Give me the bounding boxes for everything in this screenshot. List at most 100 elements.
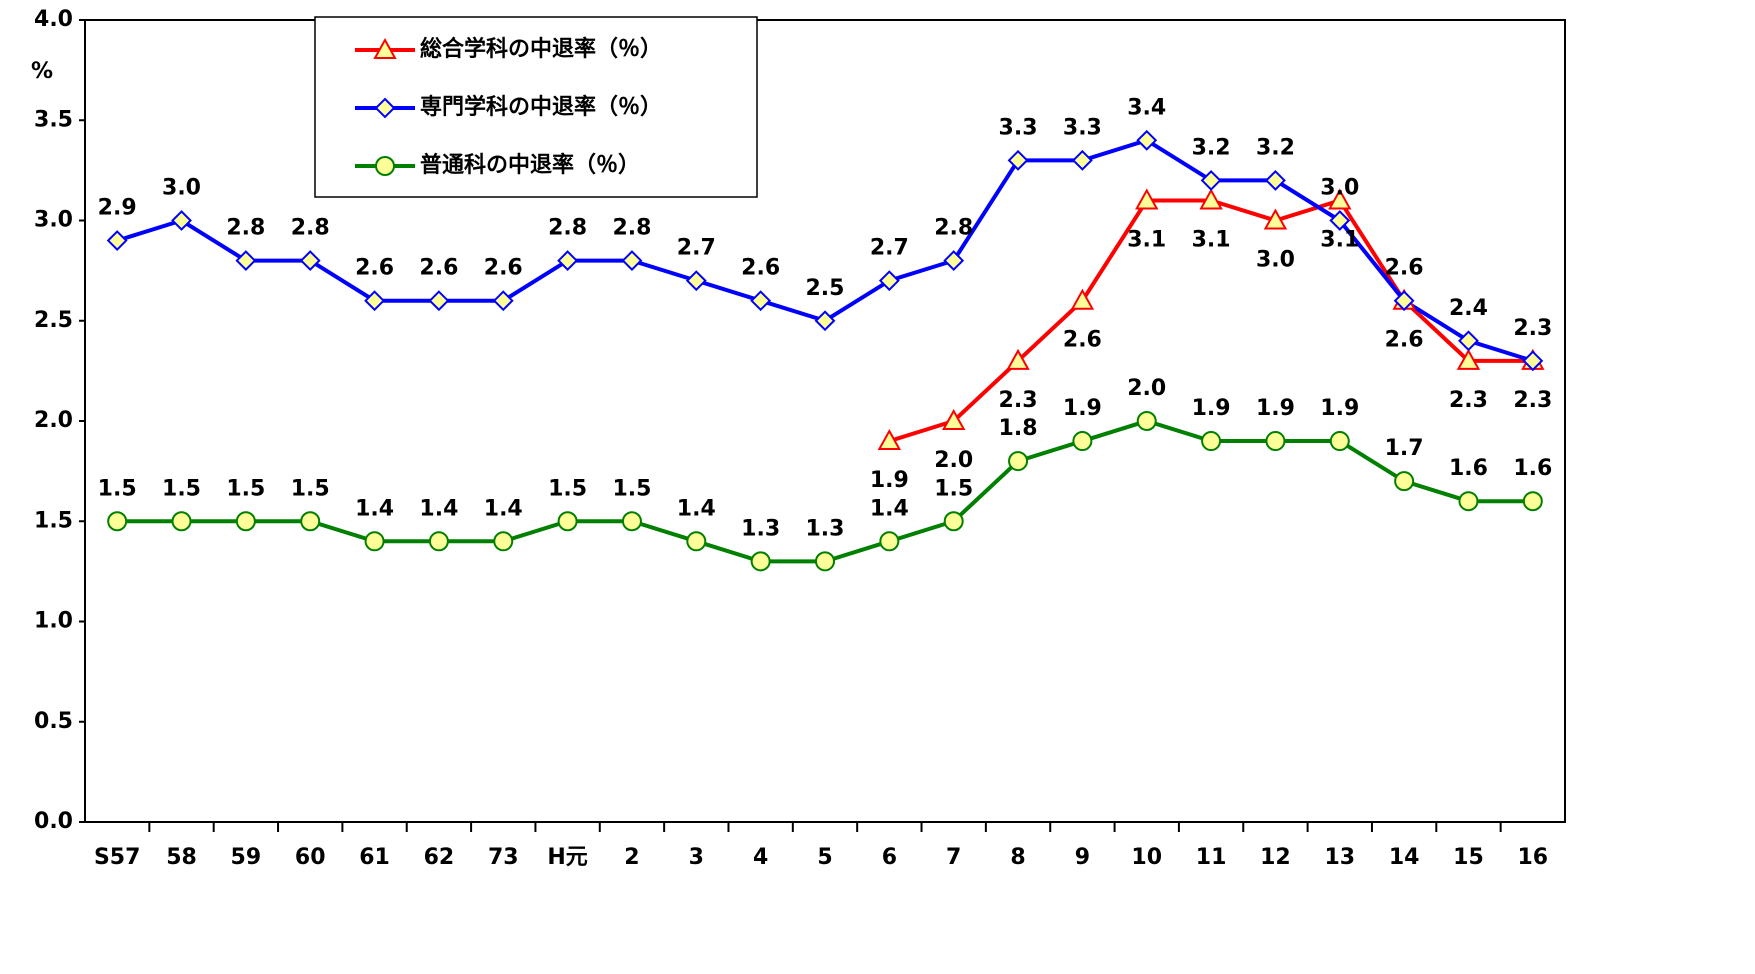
- marker: [1329, 431, 1350, 452]
- marker: [1456, 348, 1481, 370]
- y-tick-label: 1.0: [34, 609, 73, 634]
- data-label: 2.8: [226, 216, 265, 241]
- data-label: 2.3: [999, 388, 1038, 413]
- marker: [300, 511, 321, 532]
- data-label: 2.8: [291, 216, 330, 241]
- marker: [374, 97, 396, 119]
- marker: [1458, 330, 1479, 352]
- x-tick-label: S57: [94, 845, 140, 870]
- marker: [1136, 129, 1158, 151]
- data-label: 1.3: [806, 516, 845, 541]
- marker: [685, 270, 707, 292]
- x-tick-label: 6: [882, 845, 897, 870]
- data-label: 3.1: [1192, 227, 1231, 252]
- data-label: 1.6: [1449, 456, 1488, 481]
- marker: [106, 230, 128, 251]
- data-label: 1.9: [1256, 396, 1295, 421]
- marker: [107, 511, 128, 532]
- x-tick-label: 9: [1075, 845, 1090, 870]
- marker: [1201, 431, 1222, 452]
- marker: [171, 511, 192, 532]
- x-tick-label: 62: [424, 845, 455, 870]
- data-label: 3.0: [1256, 248, 1295, 273]
- marker: [621, 511, 642, 532]
- x-tick-label: 11: [1196, 845, 1227, 870]
- data-label: 2.8: [934, 216, 973, 241]
- data-label: 3.3: [999, 115, 1038, 140]
- data-label: 2.9: [98, 196, 137, 221]
- y-tick-label: 3.5: [34, 107, 73, 132]
- data-label: 3.1: [1320, 227, 1359, 252]
- data-label: 1.4: [484, 496, 523, 521]
- y-tick-label: 2.0: [34, 408, 73, 433]
- marker: [428, 290, 450, 312]
- data-label: 1.9: [1063, 396, 1102, 421]
- data-label: 2.7: [677, 236, 716, 261]
- data-label: 3.3: [1063, 115, 1102, 140]
- marker: [235, 511, 256, 532]
- marker: [815, 551, 835, 572]
- x-tick-label: 60: [295, 845, 326, 870]
- x-tick-label: 16: [1518, 845, 1549, 870]
- data-label: 2.3: [1449, 388, 1488, 413]
- marker: [1072, 431, 1093, 452]
- marker: [878, 270, 900, 292]
- y-tick-label: 0.5: [34, 709, 73, 734]
- data-label: 1.9: [1192, 396, 1231, 421]
- marker: [1328, 188, 1352, 210]
- marker: [621, 250, 643, 272]
- x-tick-label: 4: [753, 845, 768, 870]
- x-tick-label: 3: [689, 845, 704, 870]
- x-tick-label: 15: [1453, 845, 1484, 870]
- marker: [235, 250, 257, 272]
- data-label: 1.9: [1320, 396, 1359, 421]
- marker: [1522, 350, 1544, 372]
- data-label: 2.6: [1063, 328, 1102, 353]
- marker: [171, 210, 192, 231]
- x-tick-label: 2: [624, 845, 639, 870]
- marker: [750, 551, 771, 572]
- x-tick-label: 59: [231, 845, 262, 870]
- data-label: 1.4: [355, 496, 394, 521]
- data-label: 1.4: [870, 496, 909, 521]
- marker: [1394, 471, 1415, 492]
- marker: [1522, 491, 1543, 512]
- data-label: 1.5: [226, 476, 265, 501]
- data-label: 1.5: [291, 476, 330, 501]
- data-label: 2.3: [1513, 316, 1552, 341]
- x-tick-label: 58: [166, 845, 197, 870]
- y-axis-label: %: [31, 59, 53, 84]
- data-label: 3.0: [162, 176, 201, 201]
- data-label: 2.6: [1385, 328, 1424, 353]
- marker: [943, 511, 964, 532]
- marker: [750, 290, 772, 312]
- x-tick-label: H元: [547, 845, 587, 870]
- legend-label: 総合学科の中退率（％）: [420, 36, 662, 62]
- x-tick-label: 12: [1260, 845, 1291, 870]
- marker: [557, 250, 579, 272]
- data-label: 1.5: [548, 476, 587, 501]
- data-label: 1.9: [870, 468, 909, 493]
- data-label: 2.6: [741, 256, 780, 281]
- data-label: 2.8: [548, 216, 587, 241]
- data-label: 1.4: [677, 496, 716, 521]
- marker: [1136, 411, 1157, 431]
- marker: [1393, 290, 1415, 312]
- x-tick-label: 5: [817, 845, 832, 870]
- marker: [1329, 210, 1351, 231]
- data-label: 2.8: [612, 216, 651, 241]
- marker: [1071, 149, 1093, 171]
- marker: [364, 531, 385, 552]
- marker: [941, 408, 966, 430]
- data-label: 3.0: [1320, 176, 1359, 201]
- x-tick-label: 61: [359, 845, 390, 870]
- x-tick-label: 7: [946, 845, 961, 870]
- data-label: 1.5: [934, 476, 973, 501]
- x-tick-label: 8: [1010, 845, 1025, 870]
- data-label: 1.5: [612, 476, 651, 501]
- data-label: 1.8: [999, 416, 1038, 441]
- legend-label: 普通科の中退率（％）: [420, 152, 640, 178]
- data-label: 2.6: [484, 256, 523, 281]
- marker: [686, 531, 707, 552]
